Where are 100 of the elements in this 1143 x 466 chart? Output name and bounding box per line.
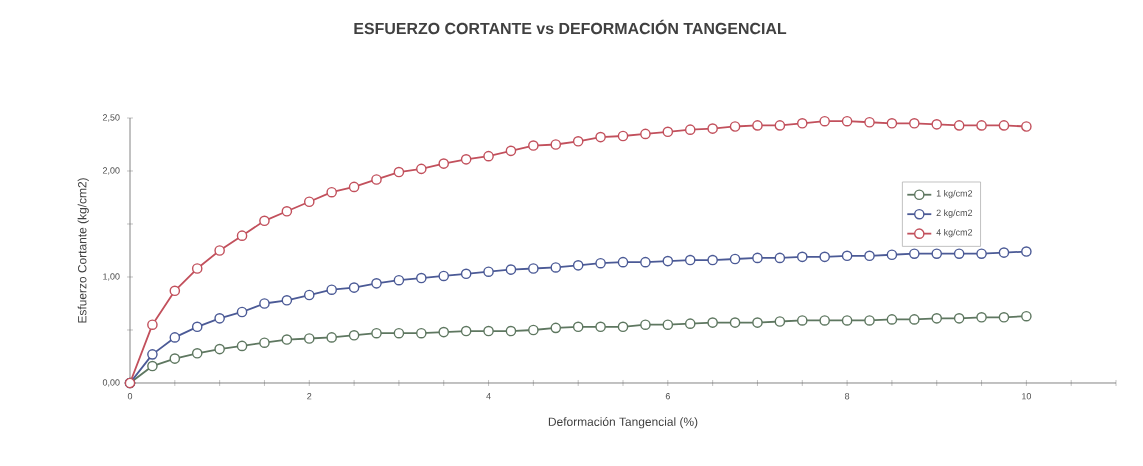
point [617, 256, 629, 268]
point [953, 313, 965, 324]
point [707, 254, 718, 266]
chart-title: ESFUERZO CORTANTE vs DEFORMACIÓN TANGENCIAL [354, 19, 787, 35]
y-axis-title: Esfuerzo Cortante (kg/cm2) [77, 178, 89, 323]
point [326, 332, 337, 343]
x-tick-label: 8 [844, 393, 850, 400]
point [416, 327, 427, 339]
point [460, 154, 472, 165]
point [595, 257, 606, 269]
point [281, 334, 293, 345]
point [236, 230, 248, 241]
point [214, 313, 225, 324]
point [752, 120, 763, 131]
point [191, 263, 203, 274]
point [841, 115, 853, 127]
point [169, 285, 181, 297]
point [595, 131, 606, 143]
point [483, 325, 494, 337]
point [393, 166, 405, 178]
y-tick-label: 1,00 [103, 273, 120, 281]
point [214, 343, 225, 355]
point [1021, 121, 1032, 132]
point [550, 322, 562, 334]
point [729, 253, 741, 265]
point [796, 118, 808, 129]
point [348, 282, 360, 293]
point [303, 289, 315, 301]
point [864, 315, 875, 326]
point [976, 311, 987, 323]
point [595, 321, 606, 333]
point [528, 140, 539, 151]
point [348, 330, 360, 341]
point [774, 120, 786, 131]
point [303, 333, 315, 344]
point [662, 319, 674, 330]
point [371, 174, 382, 185]
point [998, 247, 1010, 258]
point [281, 295, 293, 306]
point [864, 250, 875, 262]
point [528, 324, 539, 336]
point [640, 319, 651, 330]
point [774, 316, 786, 327]
point [505, 145, 517, 157]
point [191, 348, 203, 359]
point [169, 353, 181, 364]
point [684, 124, 696, 135]
point [640, 128, 651, 140]
point [841, 315, 853, 326]
point [617, 321, 629, 333]
point [841, 250, 853, 262]
point [976, 120, 987, 131]
point [729, 317, 741, 328]
point [505, 264, 517, 275]
point [909, 314, 920, 325]
point [438, 326, 450, 338]
point [326, 284, 337, 296]
point [147, 319, 158, 330]
point [147, 349, 158, 360]
point [909, 248, 920, 259]
legend-label: 2 kg/cm2 [936, 209, 973, 218]
point [169, 332, 181, 343]
point [796, 315, 808, 326]
point [886, 314, 898, 325]
point [953, 248, 965, 259]
point [572, 136, 584, 147]
x-tick-label: 2 [307, 393, 312, 400]
point [640, 256, 651, 268]
x-tick-label: 0 [127, 393, 133, 400]
point [259, 215, 270, 227]
point [976, 248, 987, 259]
point [617, 130, 629, 142]
point [460, 325, 472, 337]
point [1021, 310, 1032, 322]
point [416, 163, 427, 175]
point [483, 266, 494, 277]
point [371, 327, 382, 339]
y-tick-label: 2,50 [102, 114, 120, 122]
point [707, 317, 718, 328]
point [662, 126, 674, 138]
y-tick-label: 0,00 [102, 379, 120, 387]
point [416, 272, 427, 284]
legend-label: 4 kg/cm2 [936, 228, 973, 238]
point [236, 340, 248, 352]
point [259, 337, 270, 349]
point [438, 158, 450, 169]
point [953, 120, 965, 131]
point [931, 313, 943, 324]
point [460, 268, 472, 280]
point [303, 196, 315, 208]
point [819, 251, 830, 263]
x-tick-label: 10 [1022, 393, 1031, 400]
point [886, 118, 898, 129]
point [819, 115, 830, 127]
point [191, 321, 203, 333]
point [483, 150, 494, 162]
point [348, 181, 360, 193]
point [886, 249, 898, 261]
x-tick-label: 6 [665, 393, 670, 400]
y-tick-label: 2,00 [102, 167, 120, 175]
